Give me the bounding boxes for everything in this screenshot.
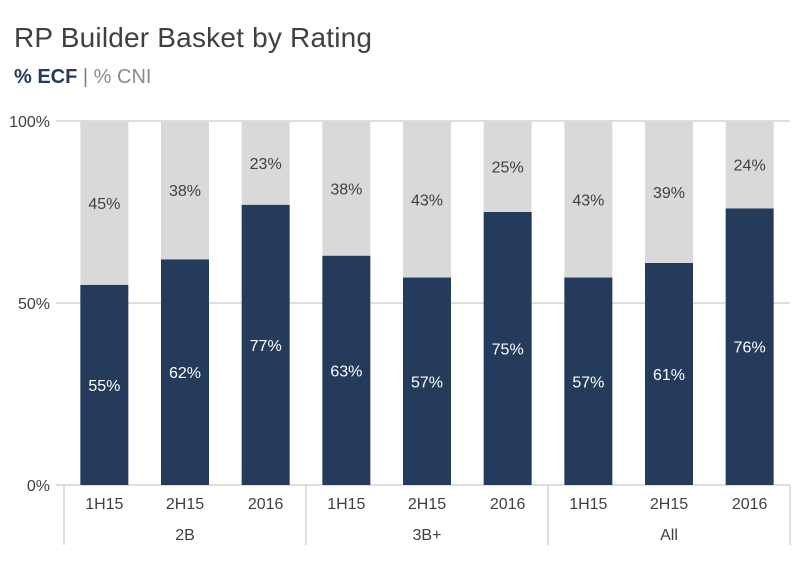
data-label-ecf: 63% xyxy=(330,363,362,380)
group-label: 2B xyxy=(175,527,195,544)
bar-cni xyxy=(483,121,532,212)
x-tick-label: 2016 xyxy=(490,496,526,513)
bar-ecf xyxy=(241,204,290,485)
data-label-ecf: 77% xyxy=(250,338,282,355)
data-label-ecf: 55% xyxy=(88,378,120,395)
bar-ecf xyxy=(161,259,209,485)
subtitle-cni: % CNI xyxy=(93,66,152,88)
bar-ecf xyxy=(645,262,693,485)
x-tick-label: 1H15 xyxy=(327,496,365,513)
data-label-ecf: 76% xyxy=(734,340,766,357)
group-label: All xyxy=(660,527,678,544)
y-tick-label: 50% xyxy=(18,296,50,313)
x-tick-label: 2016 xyxy=(732,496,768,513)
data-label-ecf: 75% xyxy=(492,342,524,359)
x-tick-label: 1H15 xyxy=(569,496,607,513)
y-tick-label: 0% xyxy=(27,478,50,495)
data-label-cni: 25% xyxy=(492,160,524,177)
bar-cni xyxy=(645,121,693,263)
data-label-cni: 45% xyxy=(88,196,120,213)
bar-ecf xyxy=(403,277,451,485)
group-label: 3B+ xyxy=(413,527,442,544)
bar-cni xyxy=(241,121,290,205)
data-label-cni: 38% xyxy=(169,183,201,200)
bar-ecf xyxy=(725,208,774,486)
bar-cni xyxy=(403,121,451,278)
bar-ecf xyxy=(564,277,613,485)
data-label-cni: 39% xyxy=(653,185,685,202)
data-label-ecf: 57% xyxy=(411,374,443,391)
bar-cni xyxy=(80,121,129,285)
chart-subtitle: % ECF | % CNI xyxy=(14,66,151,89)
bar-ecf xyxy=(80,284,129,485)
subtitle-ecf: % ECF xyxy=(14,66,78,88)
data-label-cni: 24% xyxy=(734,158,766,175)
bar-cni xyxy=(725,121,774,209)
data-label-ecf: 57% xyxy=(572,374,604,391)
x-tick-label: 1H15 xyxy=(85,496,123,513)
data-label-ecf: 61% xyxy=(653,367,685,384)
x-tick-label: 2H15 xyxy=(408,496,446,513)
y-tick-label: 100% xyxy=(9,114,50,131)
data-label-cni: 38% xyxy=(330,181,362,198)
chart-title: RP Builder Basket by Rating xyxy=(14,22,373,53)
data-label-cni: 43% xyxy=(572,192,604,209)
x-tick-label: 2H15 xyxy=(650,496,688,513)
bar-cni xyxy=(322,121,371,256)
x-tick-label: 2016 xyxy=(248,496,284,513)
bar-cni xyxy=(564,121,613,278)
bar-ecf xyxy=(483,212,532,485)
bar-ecf xyxy=(322,255,371,485)
subtitle-separator: | xyxy=(82,66,89,88)
x-tick-label: 2H15 xyxy=(166,496,204,513)
data-label-ecf: 62% xyxy=(169,365,201,382)
data-label-cni: 23% xyxy=(250,156,282,173)
bar-cni xyxy=(161,121,209,260)
data-label-cni: 43% xyxy=(411,192,443,209)
